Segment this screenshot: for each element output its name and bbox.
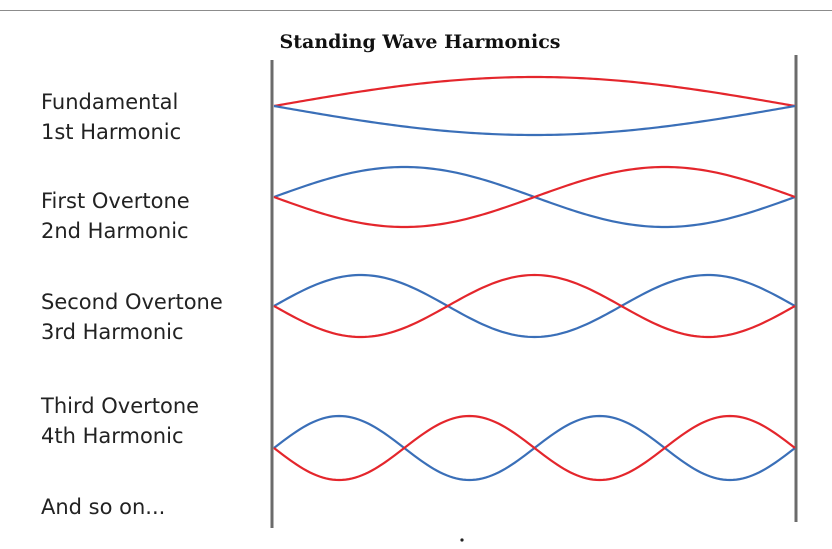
label-harmonic-3-line1: Second Overtone — [41, 290, 223, 314]
harmonic-3-red-wave — [273, 273, 796, 339]
dot-marker — [460, 538, 464, 542]
harmonic-3-blue-wave — [273, 273, 796, 339]
label-harmonic-3-line2: 3rd Harmonic — [41, 320, 184, 344]
label-harmonic-1-line1: Fundamental — [41, 90, 179, 114]
harmonic-4-red-wave — [273, 414, 796, 482]
harmonic-1-blue-wave — [273, 104, 796, 137]
label-harmonic-4-line1: Third Overtone — [41, 394, 200, 418]
label-and-so-on: And so on... — [41, 495, 166, 519]
label-harmonic-3: Second Overtone 3rd Harmonic — [41, 287, 223, 347]
top-rule — [0, 10, 832, 11]
label-harmonic-1-line2: 1st Harmonic — [41, 120, 182, 144]
label-harmonic-2-line1: First Overtone — [41, 189, 190, 213]
harmonic-2-red-wave — [273, 165, 796, 229]
harmonic-1-red-wave — [273, 75, 796, 108]
label-harmonic-1: Fundamental 1st Harmonic — [41, 87, 181, 147]
wave-group — [273, 75, 796, 482]
label-harmonic-2-line2: 2nd Harmonic — [41, 219, 189, 243]
label-harmonic-4: Third Overtone 4th Harmonic — [41, 391, 199, 451]
diagram-title: Standing Wave Harmonics — [279, 31, 561, 53]
label-harmonic-2: First Overtone 2nd Harmonic — [41, 186, 190, 246]
label-harmonic-4-line2: 4th Harmonic — [41, 424, 184, 448]
